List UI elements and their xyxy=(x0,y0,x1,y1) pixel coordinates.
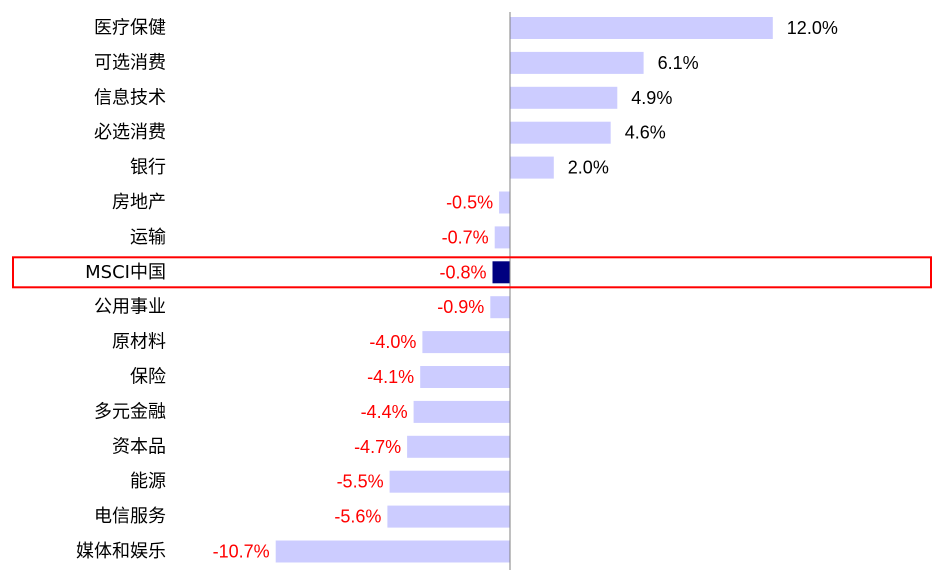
value-label-4: 2.0% xyxy=(568,158,609,178)
value-label-2: 4.9% xyxy=(631,88,672,108)
bar-12 xyxy=(407,435,510,458)
value-label-12: -4.7% xyxy=(354,437,401,457)
bar-10 xyxy=(420,366,510,388)
bar-11 xyxy=(413,400,510,423)
highlight-box xyxy=(12,256,932,289)
category-label-12: 资本品 xyxy=(112,436,166,457)
category-label-14: 电信服务 xyxy=(94,506,166,527)
category-label-1: 可选消费 xyxy=(94,52,166,73)
category-label-7: MSCI中国 xyxy=(85,262,166,283)
category-label-10: 保险 xyxy=(130,367,166,388)
bar-1 xyxy=(510,51,644,74)
value-label-8: -0.9% xyxy=(437,297,484,317)
category-label-3: 必选消费 xyxy=(94,122,166,143)
category-label-8: 公用事业 xyxy=(94,297,166,318)
category-label-13: 能源 xyxy=(130,471,166,492)
value-label-5: -0.5% xyxy=(446,193,493,213)
category-label-15: 媒体和娱乐 xyxy=(76,541,166,562)
value-label-9: -4.0% xyxy=(369,332,416,352)
category-label-9: 原材料 xyxy=(112,332,166,353)
bar-4 xyxy=(510,156,554,179)
value-label-15: -10.7% xyxy=(213,542,270,562)
bar-0 xyxy=(510,17,773,39)
value-label-10: -4.1% xyxy=(367,367,414,387)
value-label-1: 6.1% xyxy=(658,53,699,73)
bar-9 xyxy=(422,331,510,354)
value-label-11: -4.4% xyxy=(361,402,408,422)
bar-7 xyxy=(492,261,510,284)
category-label-11: 多元金融 xyxy=(94,401,166,422)
category-label-4: 银行 xyxy=(130,157,166,178)
bar-15 xyxy=(275,540,510,563)
bar-14 xyxy=(387,505,510,528)
category-label-6: 运输 xyxy=(130,227,166,248)
bar-3 xyxy=(510,121,611,144)
bar-6 xyxy=(494,226,510,249)
category-label-2: 信息技术 xyxy=(94,87,166,108)
value-label-6: -0.7% xyxy=(442,227,489,247)
labels-layer: 医疗保健 12.0% 可选消费 6.1% 信息技术 4.9% 必选消费 4.6% 银行 2.0% 房… xyxy=(76,18,838,563)
value-label-7: -0.8% xyxy=(439,262,486,282)
value-label-13: -5.5% xyxy=(337,472,384,492)
category-label-0: 医疗保健 xyxy=(94,18,166,39)
value-label-14: -5.6% xyxy=(334,507,381,527)
value-label-3: 4.6% xyxy=(625,123,666,143)
bar-2 xyxy=(510,86,618,109)
bar-5 xyxy=(499,191,510,214)
bar-8 xyxy=(490,296,510,319)
bars-layer xyxy=(275,17,773,563)
bar-13 xyxy=(389,470,510,493)
category-label-5: 房地产 xyxy=(112,192,166,213)
value-label-0: 12.0% xyxy=(787,18,838,38)
